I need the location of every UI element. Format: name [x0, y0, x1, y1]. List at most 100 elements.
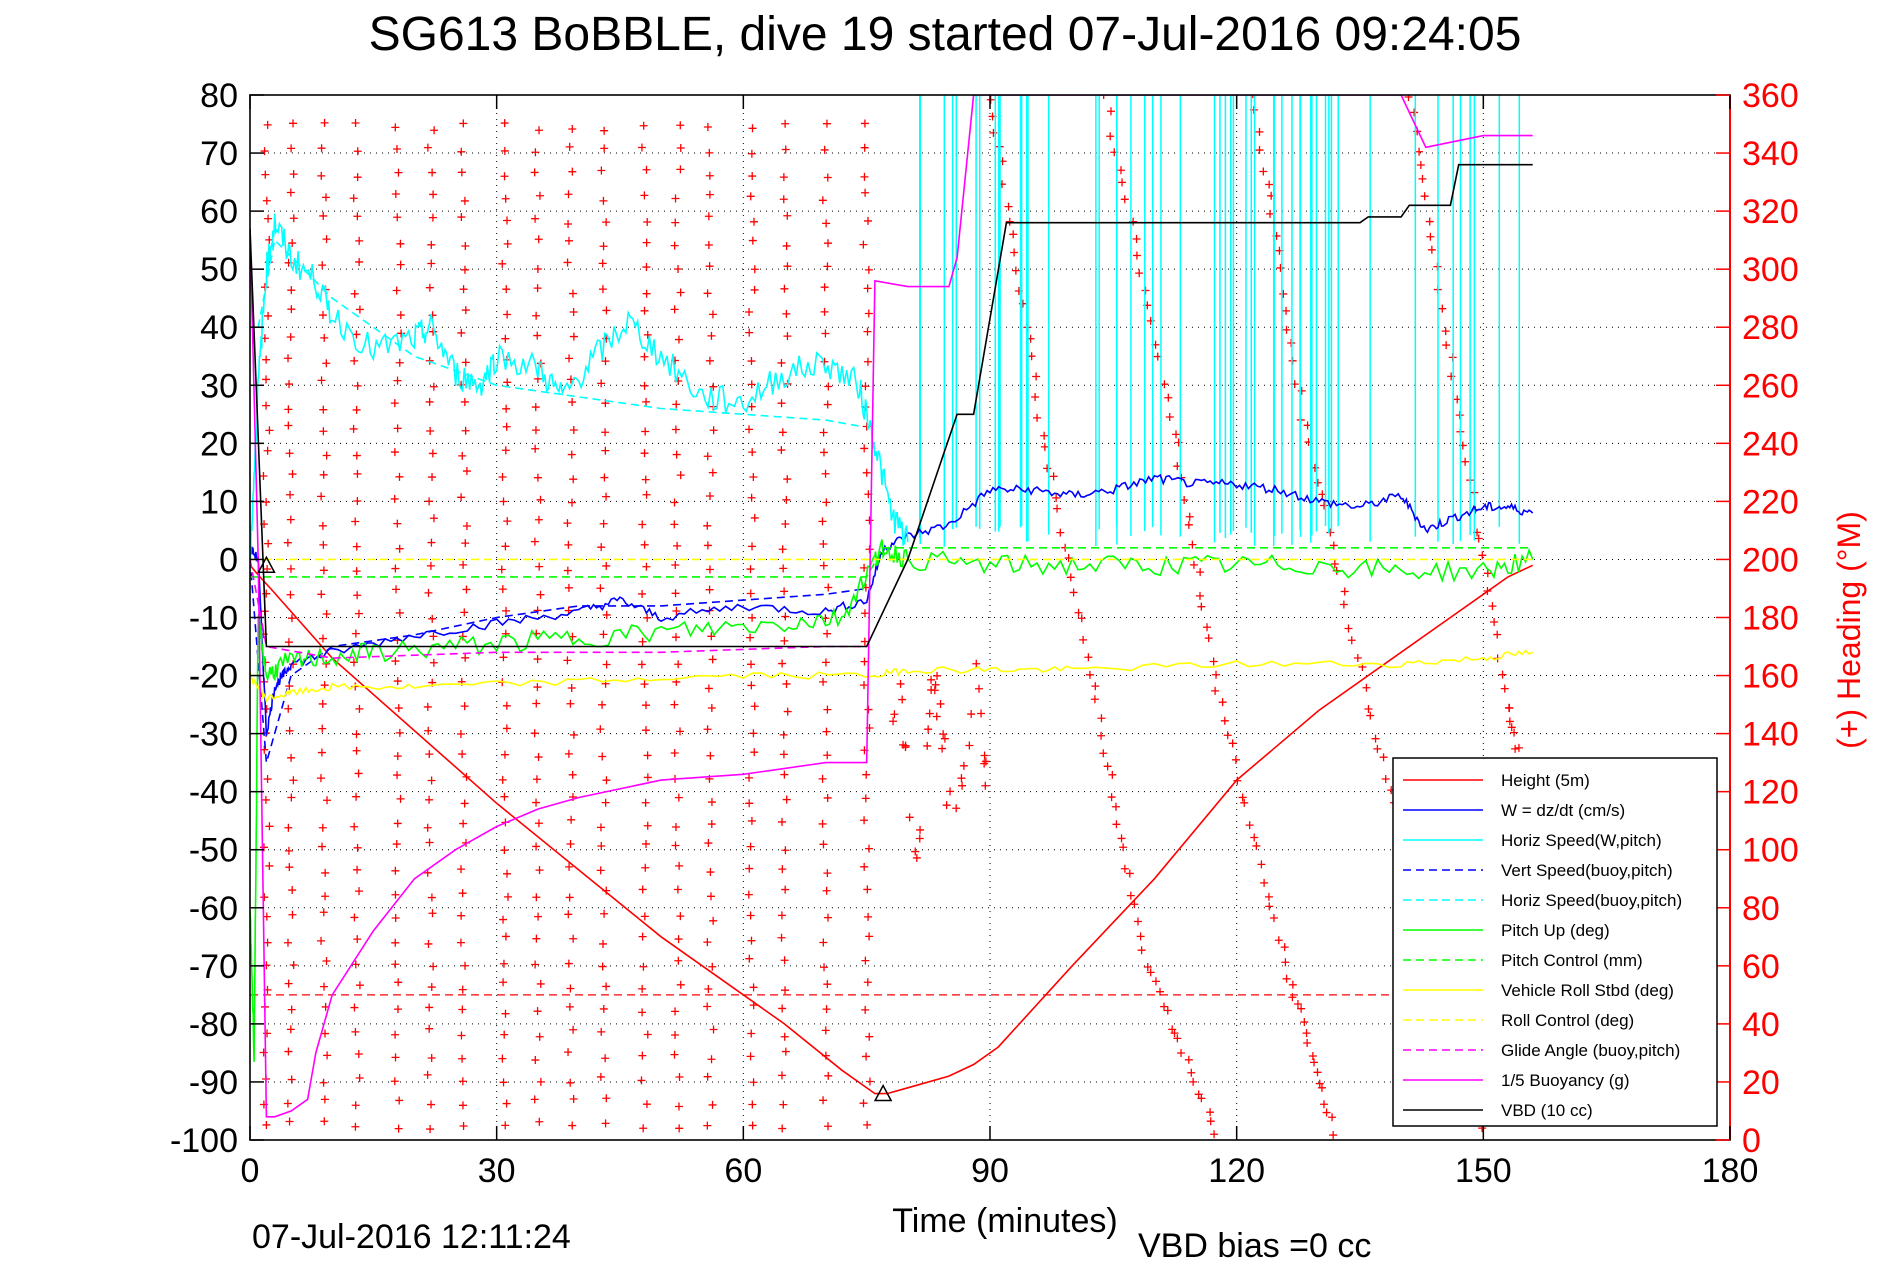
heading-plus [1329, 1131, 1338, 1140]
heading-plus [288, 239, 297, 248]
heading-plus [393, 424, 402, 433]
heading-plus [822, 886, 831, 895]
heading-plus [284, 704, 293, 713]
heading-plus [642, 289, 651, 298]
heading-plus [747, 1029, 756, 1038]
heading-plus [820, 145, 829, 154]
heading-plus [260, 893, 269, 902]
heading-plus [823, 793, 832, 802]
heading-plus [569, 332, 578, 341]
legend-label: 1/5 Buoyancy (g) [1501, 1071, 1630, 1090]
heading-plus [1438, 304, 1447, 313]
heading-plus [1282, 974, 1291, 983]
heading-plus [1415, 147, 1424, 156]
heading-plus [391, 657, 400, 666]
heading-plus [777, 446, 786, 455]
heading-plus [322, 610, 331, 619]
heading-plus [1511, 744, 1520, 753]
heading-plus [863, 978, 872, 987]
series-line-5 [250, 539, 1534, 1062]
heading-plus [977, 709, 986, 718]
heading-plus [1461, 457, 1470, 466]
heading-plus [352, 451, 361, 460]
heading-plus [1231, 755, 1240, 764]
heading-plus [965, 741, 974, 750]
heading-plus [1079, 635, 1088, 644]
heading-plus [747, 357, 756, 366]
heading-plus [392, 585, 401, 594]
x-tick-label: 60 [724, 1152, 762, 1190]
heading-plus [599, 939, 608, 948]
heading-plus [862, 770, 871, 779]
heading-plus [461, 306, 470, 315]
legend: Height (5m) W = dz/dt (cm/s) Horiz Speed(W… [1392, 757, 1718, 1127]
heading-plus [355, 236, 364, 245]
heading-plus [394, 1124, 403, 1133]
heading-plus [780, 1032, 789, 1041]
heading-plus [860, 172, 869, 181]
heading-plus [861, 794, 870, 803]
heading-plus [498, 473, 507, 482]
heading-plus [352, 567, 361, 576]
heading-plus [1379, 753, 1388, 762]
heading-plus [424, 726, 433, 735]
heading-plus [393, 376, 402, 385]
heading-plus [499, 653, 508, 662]
heading-plus [500, 119, 509, 128]
heading-plus [640, 352, 649, 361]
heading-plus [602, 218, 611, 227]
heading-plus [352, 330, 361, 339]
heading-plus [1287, 338, 1296, 347]
heading-plus [262, 704, 271, 713]
heading-plus [1233, 776, 1242, 785]
heading-plus [1206, 1108, 1215, 1117]
heading-plus [1099, 749, 1108, 758]
heading-plus [860, 862, 869, 871]
y-tick-label: 60 [200, 193, 238, 231]
heading-plus [563, 656, 572, 665]
heading-plus [1441, 327, 1450, 336]
series-line-11 [250, 163, 1533, 648]
heading-plus [563, 566, 572, 575]
heading-plus [427, 1100, 436, 1109]
y-tick-label: 0 [219, 541, 238, 579]
heading-plus [865, 844, 874, 853]
heading-plus [640, 381, 649, 390]
heading-plus [429, 658, 438, 667]
heading-plus [750, 513, 759, 522]
heading-plus [425, 795, 434, 804]
heading-plus [262, 1120, 271, 1129]
heading-plus [566, 840, 575, 849]
heading-plus [1281, 958, 1290, 967]
y-tick-label: 80 [200, 77, 238, 115]
heading-plus [262, 401, 271, 410]
heading-plus [1255, 146, 1264, 155]
heading-plus [860, 609, 869, 618]
heading-plus [748, 542, 757, 551]
heading-plus [564, 959, 573, 968]
heading-plus [265, 426, 274, 435]
heading-plus [819, 428, 828, 437]
heading-plus [823, 869, 832, 878]
heading-plus [641, 427, 650, 436]
heading-plus [896, 679, 905, 688]
heading-plus [1319, 1100, 1328, 1109]
heading-plus [748, 172, 757, 181]
heading-plus [942, 801, 951, 810]
heading-plus [674, 793, 683, 802]
heading-plus [819, 840, 828, 849]
heading-plus [316, 774, 325, 783]
heading-plus [317, 748, 326, 757]
heading-plus [779, 1100, 788, 1109]
heading-plus [429, 962, 438, 971]
heading-plus [1135, 269, 1144, 278]
heading-plus [500, 172, 509, 181]
heading-plus [429, 514, 438, 523]
heading-plus [391, 564, 400, 573]
heading-plus [533, 655, 542, 664]
heading-plus [674, 660, 683, 669]
heading-plus [350, 289, 359, 298]
heading-plus [952, 804, 961, 813]
heading-plus [640, 680, 649, 689]
